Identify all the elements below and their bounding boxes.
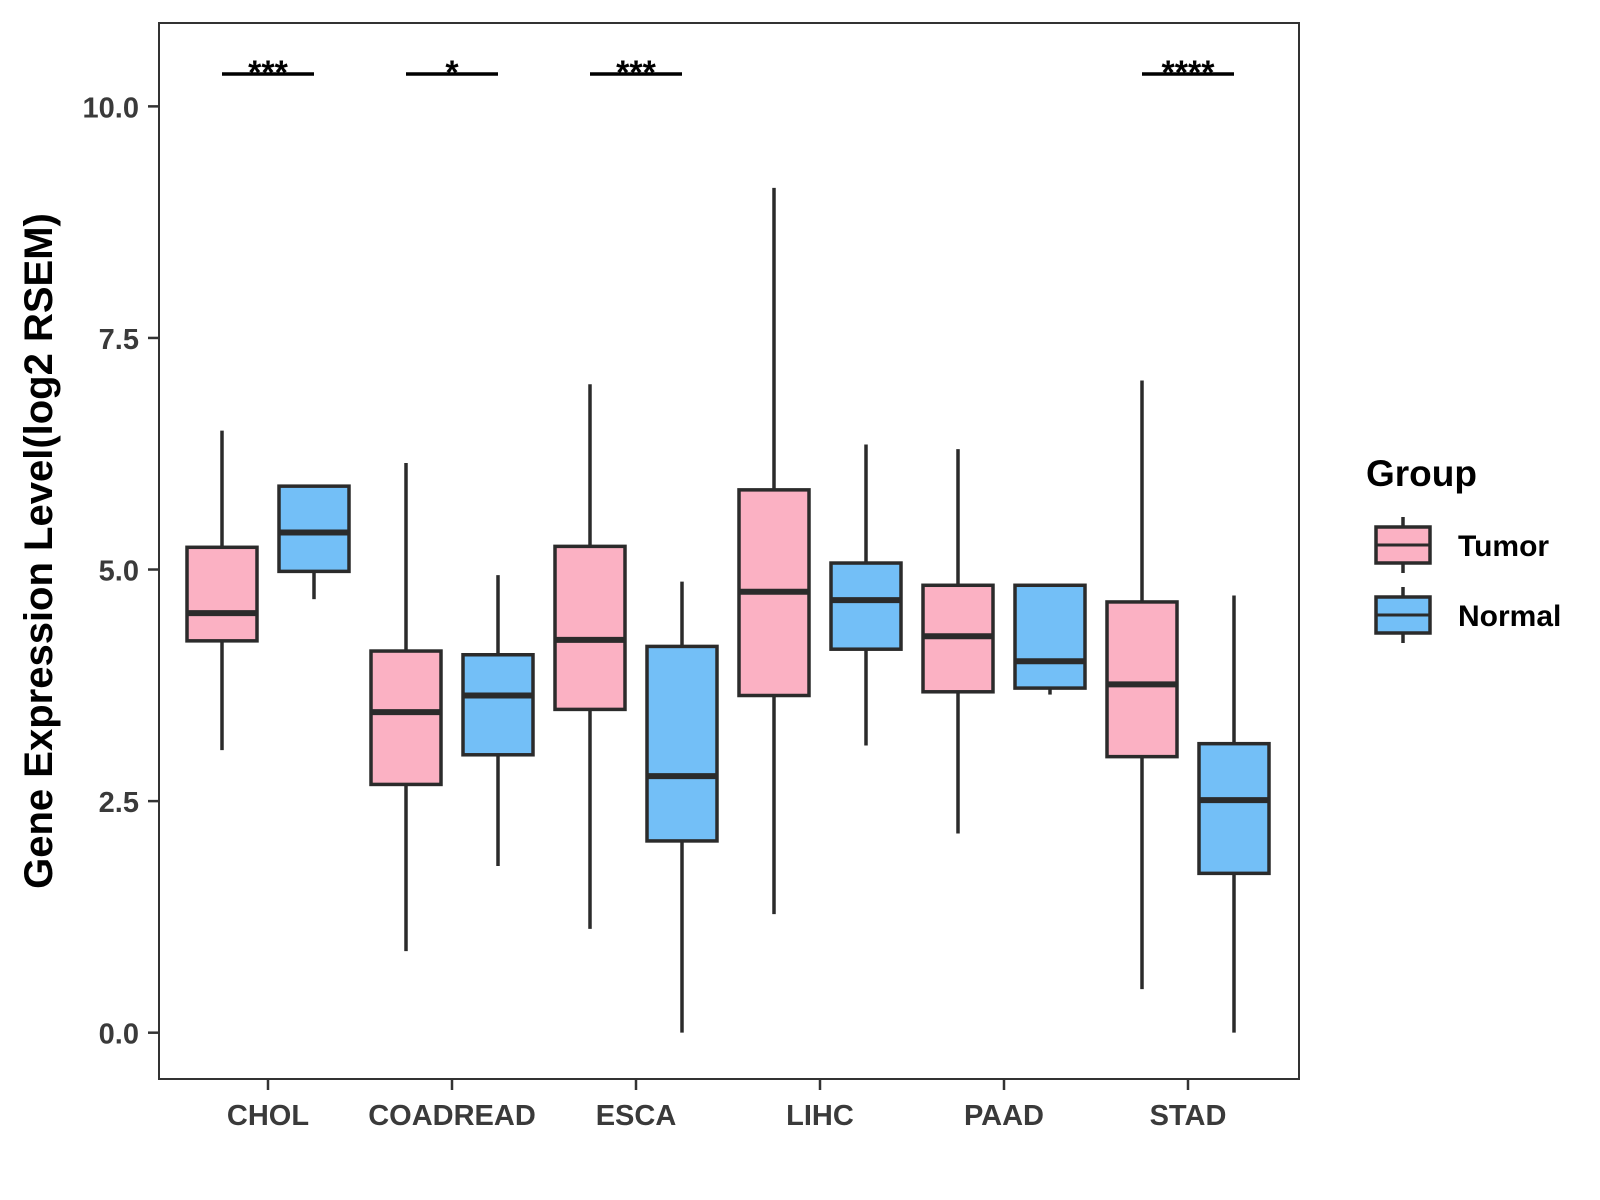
x-tick-label: CHOL [227, 1100, 309, 1132]
box-iqr [461, 652, 535, 757]
box-normal-stad [1197, 595, 1271, 1033]
box-iqr [1197, 741, 1271, 876]
legend: Group Tumor Normal [1366, 453, 1561, 643]
significance-label: * [445, 54, 459, 92]
significance-label: **** [1162, 54, 1216, 92]
box-iqr [645, 644, 719, 843]
box-normal-chol [277, 484, 351, 600]
box-tumor-paad [921, 449, 995, 834]
y-tick-label: 7.5 [99, 324, 139, 356]
box-tumor-chol [185, 430, 259, 751]
plot-panel-border [158, 22, 1300, 1080]
y-tick-label: 2.5 [99, 787, 139, 819]
x-tick-label: LIHC [786, 1100, 854, 1132]
box-normal-esca [645, 581, 719, 1033]
box-normal-coadread [461, 575, 535, 866]
legend-entry-tumor: Tumor [1374, 517, 1549, 573]
legend-label-normal: Normal [1458, 600, 1561, 633]
y-axis-label: Gene Expression Level(log2 RSEM) [17, 213, 61, 889]
box-iqr [369, 649, 443, 787]
box-tumor-esca [553, 384, 627, 929]
legend-entry-normal: Normal [1374, 587, 1561, 643]
y-axis: 0.0 2.5 5.0 7.5 10.0 [83, 92, 159, 1051]
x-tick-label: ESCA [596, 1100, 677, 1132]
x-tick-label: STAD [1150, 1100, 1227, 1132]
plot-area: *** * *** **** [185, 54, 1271, 1033]
box-iqr [829, 561, 903, 651]
box-iqr [1013, 583, 1087, 690]
box-iqr [185, 545, 259, 643]
legend-title: Group [1366, 453, 1477, 494]
x-tick-label: COADREAD [368, 1100, 536, 1132]
significance-stad: **** [1142, 54, 1234, 92]
box-tumor-lihc [737, 187, 811, 915]
y-tick-label: 0.0 [99, 1019, 139, 1051]
box-iqr [553, 544, 627, 712]
box-tumor-coadread [369, 463, 443, 952]
x-axis: CHOL COADREAD ESCA LIHC PAAD STAD [227, 1079, 1226, 1132]
y-tick-label: 5.0 [99, 556, 139, 588]
significance-esca: *** [590, 54, 682, 92]
x-tick-label: PAAD [964, 1100, 1044, 1132]
significance-label: *** [616, 54, 656, 92]
significance-coadread: * [406, 54, 498, 92]
legend-label-tumor: Tumor [1458, 530, 1549, 563]
significance-label: *** [248, 54, 288, 92]
box-normal-paad [1013, 583, 1087, 695]
box-iqr [277, 484, 351, 574]
box-tumor-stad [1105, 380, 1179, 990]
box-normal-lihc [829, 444, 903, 746]
box-iqr [1105, 600, 1179, 759]
significance-chol: *** [222, 54, 314, 92]
y-tick-label: 10.0 [83, 92, 139, 124]
